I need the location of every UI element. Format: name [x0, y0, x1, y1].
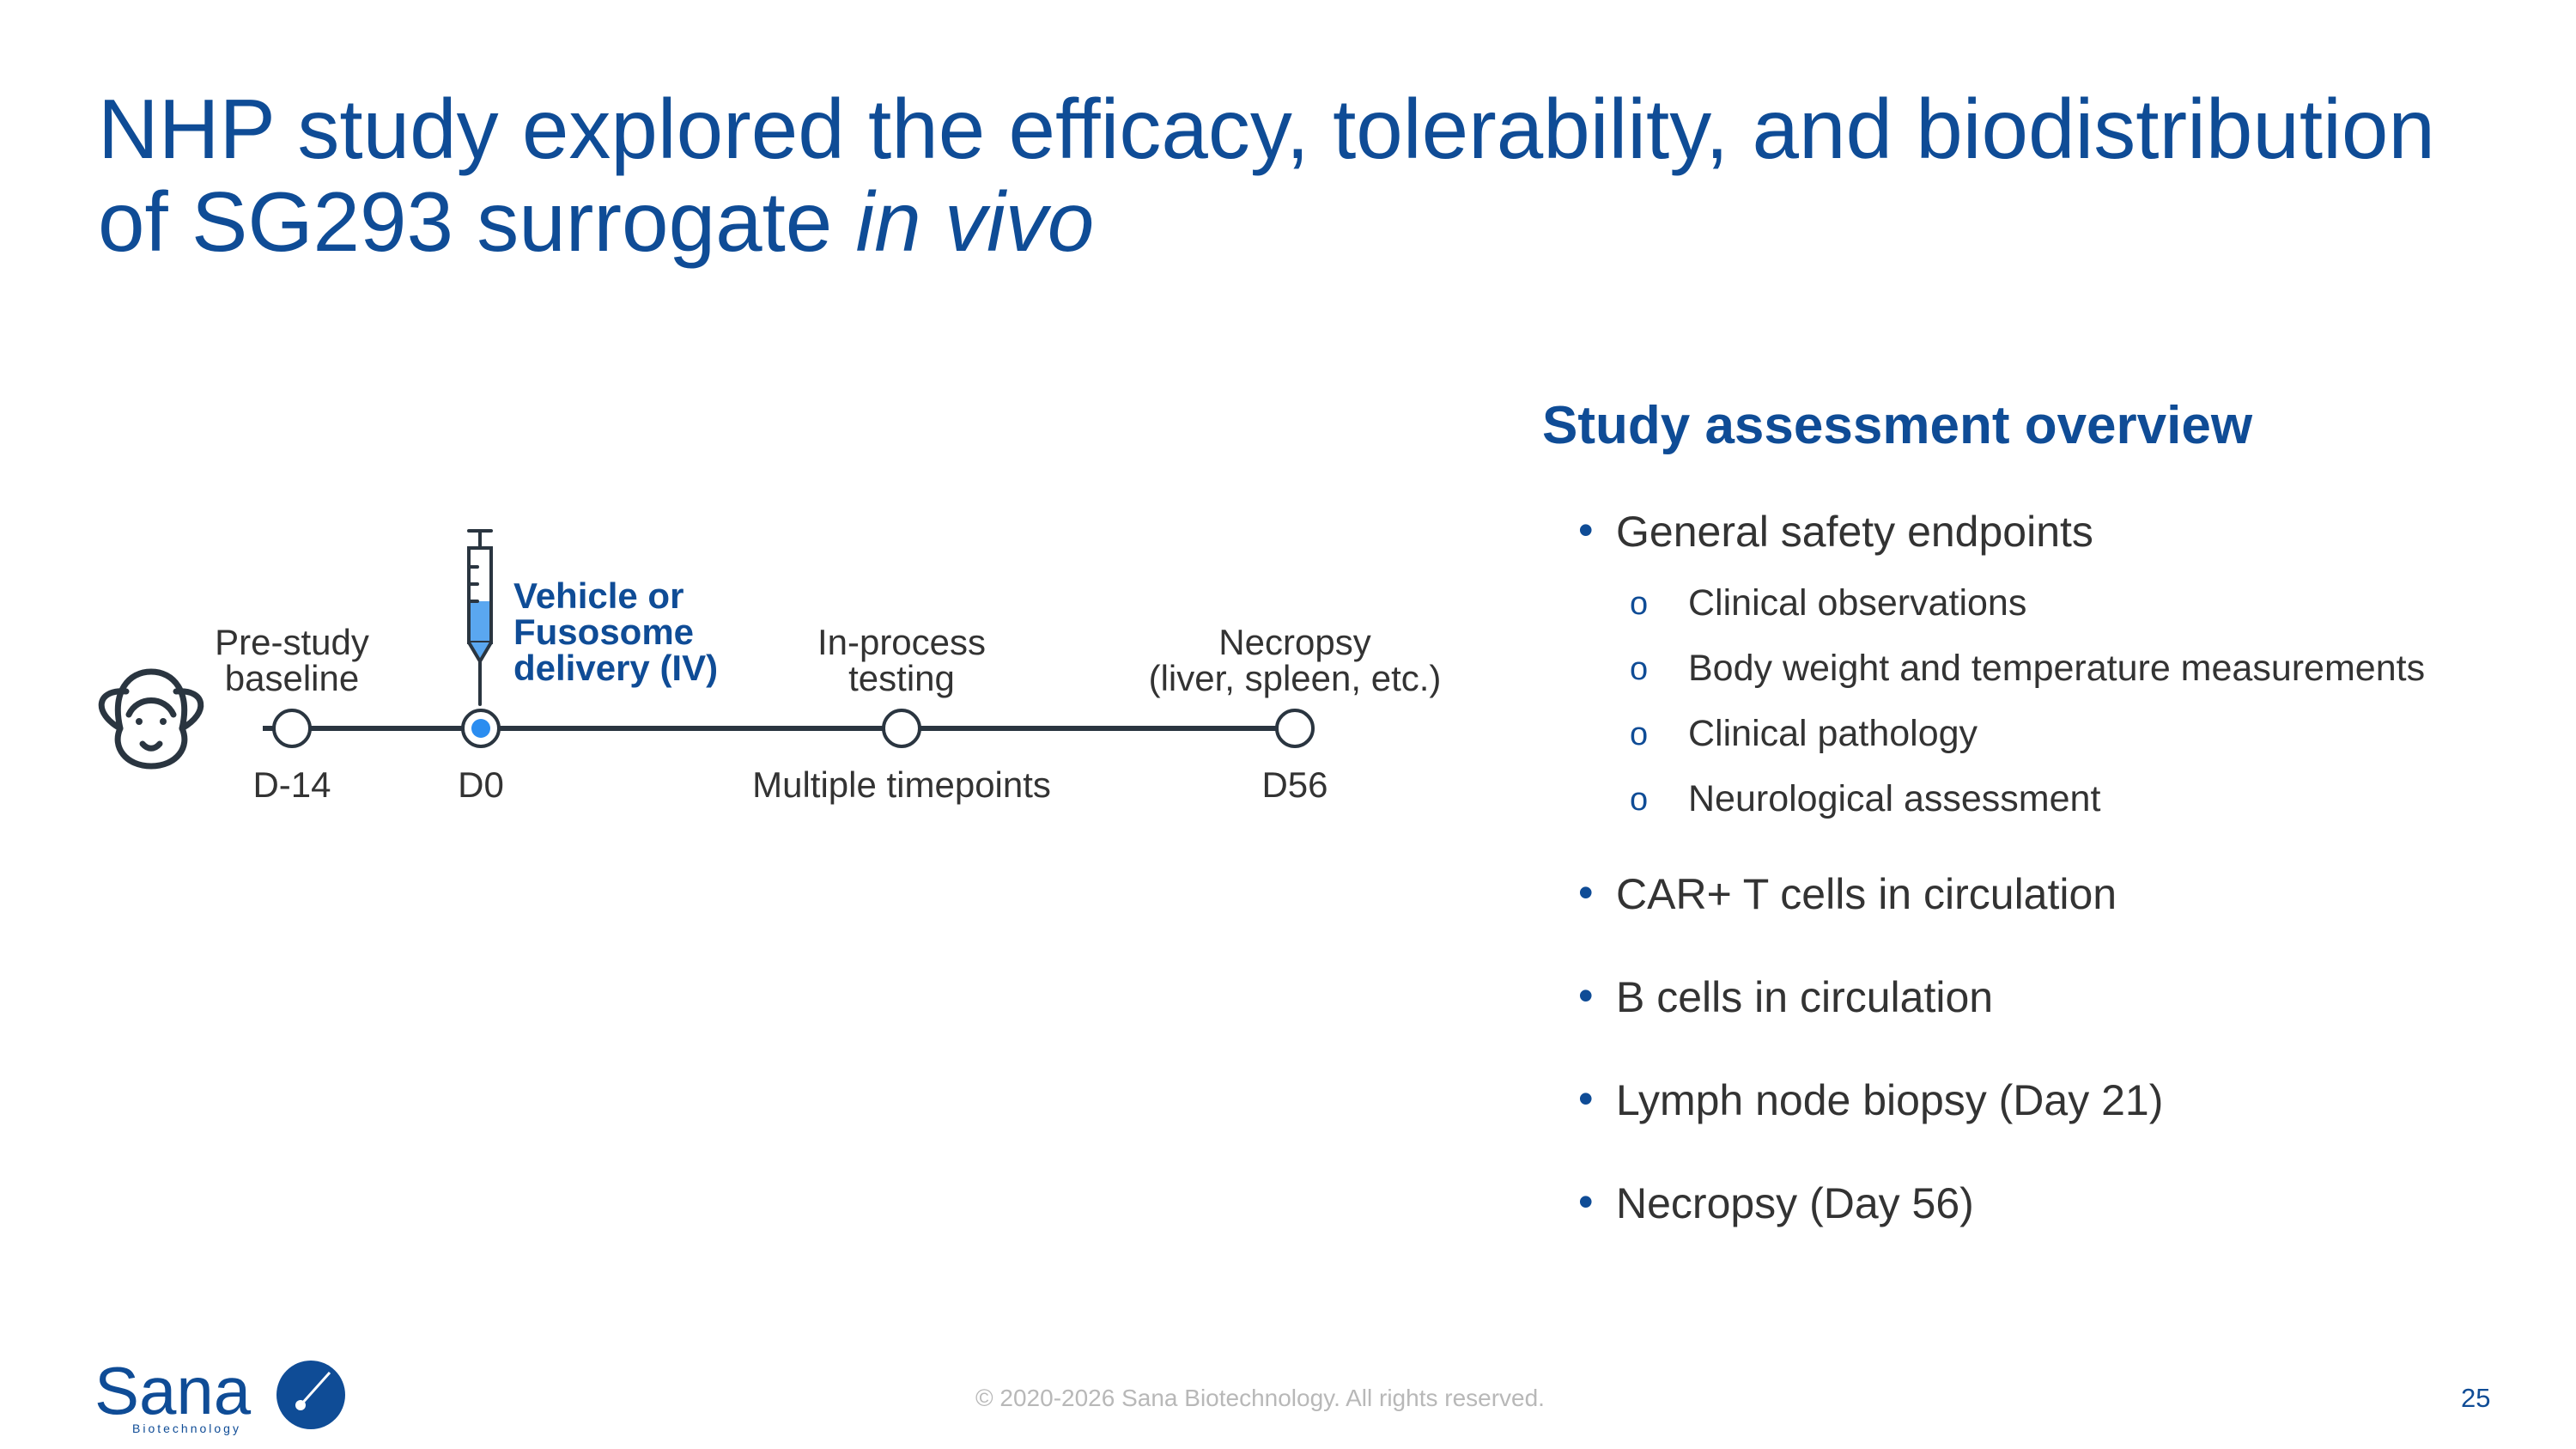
sana-logo: Sana Biotechnology: [94, 1354, 345, 1435]
sub-list-item-text: Body weight and temperature measurements: [1688, 648, 2426, 689]
circle-bullet-icon: o: [1630, 782, 1649, 818]
event-label-pre-study-1: Pre-study: [215, 622, 369, 662]
sub-list-item-text: Clinical observations: [1688, 582, 2027, 624]
study-timeline: Pre-study baseline Vehicle or Fusosome d…: [98, 529, 1442, 805]
event-label-necropsy-1: Necropsy: [1218, 622, 1370, 662]
event-label-in-process-1: In-process: [817, 622, 986, 662]
title-line-2-italic: in vivo: [855, 174, 1095, 269]
list-item-text: CAR+ T cells in circulation: [1616, 870, 2117, 918]
day-label-d0: D0: [458, 764, 504, 805]
overview-heading: Study assessment overview: [1542, 396, 2253, 455]
circle-bullet-icon: o: [1630, 586, 1649, 622]
syringe-icon: [467, 529, 493, 706]
circle-bullet-icon: o: [1630, 651, 1649, 687]
circle-bullet-icon: o: [1630, 716, 1649, 752]
bullet-icon: •: [1578, 506, 1594, 554]
timepoint-marker-d0-dot: [471, 719, 490, 738]
timepoint-marker-d56: [1275, 709, 1315, 748]
timepoint-marker-d-14: [272, 709, 312, 748]
title-line-2: of SG293 surrogate in vivo: [98, 175, 2554, 268]
monkey-icon: [98, 668, 204, 770]
slide-title: NHP study explored the efficacy, tolerab…: [98, 82, 2554, 268]
event-label-pre-study-2: baseline: [225, 658, 359, 698]
list-item-text: Necropsy (Day 56): [1616, 1179, 1974, 1227]
list-item-text: B cells in circulation: [1616, 973, 1994, 1021]
bullet-icon: •: [1578, 1178, 1594, 1226]
logo-wordmark: Sana: [94, 1354, 252, 1428]
event-label-delivery-1: Vehicle or: [513, 575, 683, 616]
bullet-icon: •: [1578, 971, 1594, 1020]
sub-list-item-text: Clinical pathology: [1688, 713, 1978, 754]
day-label-multiple: Multiple timepoints: [752, 764, 1051, 805]
day-label-d56: D56: [1261, 764, 1327, 805]
logo-subtext: Biotechnology: [132, 1422, 241, 1435]
title-line-1: NHP study explored the efficacy, tolerab…: [98, 82, 2435, 176]
day-label-d-14: D-14: [252, 764, 331, 805]
page-number: 25: [2461, 1383, 2491, 1413]
list-item-text: General safety endpoints: [1616, 508, 2093, 556]
copyright-text: © 2020-2026 Sana Biotechnology. All righ…: [975, 1385, 1545, 1411]
event-label-delivery-2: Fusosome: [513, 612, 694, 652]
event-label-delivery-3: delivery (IV): [513, 648, 718, 688]
timepoint-marker-multiple: [882, 709, 921, 748]
sub-list-item-text: Neurological assessment: [1688, 778, 2101, 819]
event-label-necropsy-2: (liver, spleen, etc.): [1149, 658, 1442, 698]
list-item-text: Lymph node biopsy (Day 21): [1616, 1076, 2164, 1124]
title-line-2-prefix: of SG293 surrogate: [98, 174, 856, 269]
bullet-icon: •: [1578, 868, 1594, 916]
logo-mark-icon: [276, 1361, 345, 1429]
bullet-icon: •: [1578, 1075, 1594, 1123]
event-label-in-process-2: testing: [848, 658, 955, 698]
